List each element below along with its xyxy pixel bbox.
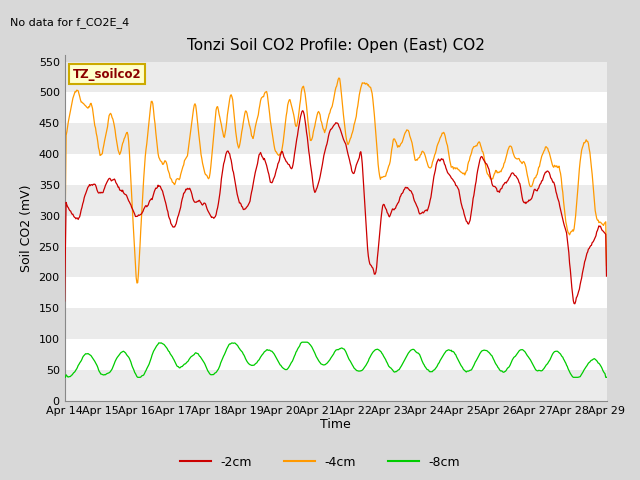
X-axis label: Time: Time xyxy=(320,419,351,432)
Title: Tonzi Soil CO2 Profile: Open (East) CO2: Tonzi Soil CO2 Profile: Open (East) CO2 xyxy=(187,38,484,53)
Bar xyxy=(65,123,607,154)
Bar xyxy=(65,154,607,185)
Bar xyxy=(65,247,607,277)
Text: TZ_soilco2: TZ_soilco2 xyxy=(73,68,141,81)
Bar xyxy=(65,370,607,401)
Bar xyxy=(65,93,607,123)
Bar xyxy=(65,308,607,339)
Bar xyxy=(65,185,607,216)
Bar xyxy=(65,339,607,370)
Bar xyxy=(65,216,607,247)
Text: No data for f_CO2E_4: No data for f_CO2E_4 xyxy=(10,17,130,28)
Bar xyxy=(65,61,607,93)
Y-axis label: Soil CO2 (mV): Soil CO2 (mV) xyxy=(20,184,33,272)
Bar xyxy=(65,277,607,308)
Legend: -2cm, -4cm, -8cm: -2cm, -4cm, -8cm xyxy=(175,451,465,474)
